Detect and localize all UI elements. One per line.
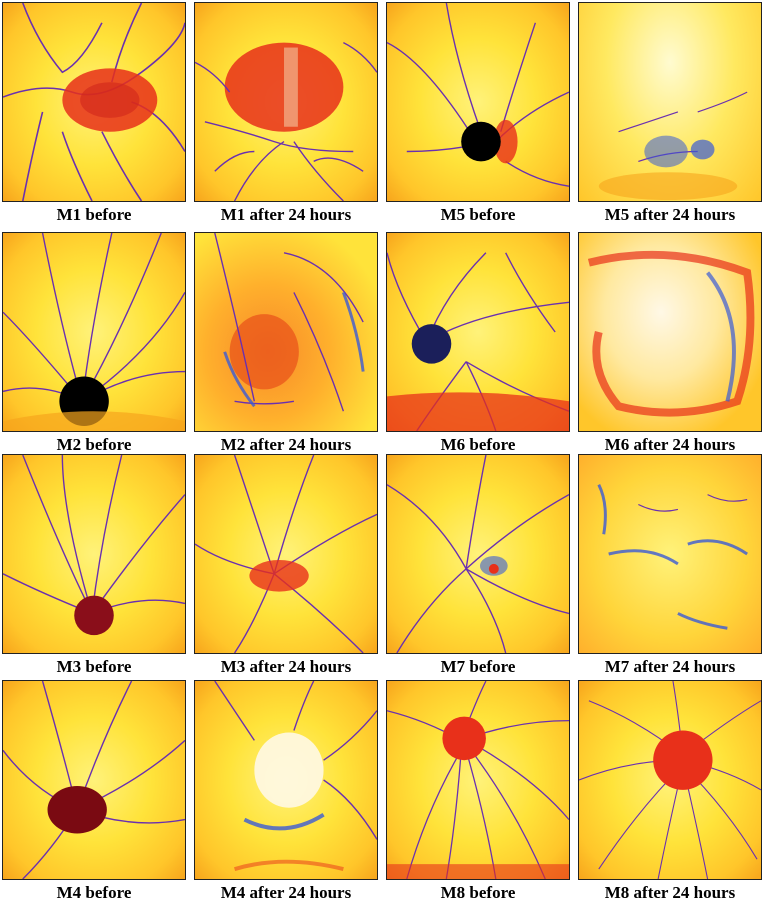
cam-image-m2-after bbox=[194, 232, 378, 432]
cam-image-m6-before bbox=[386, 232, 570, 432]
cam-image-m4-after bbox=[194, 680, 378, 880]
cam-image-m1-after bbox=[194, 2, 378, 202]
caption: M4 after 24 hours bbox=[220, 883, 352, 902]
cam-image-m7-after bbox=[578, 454, 762, 654]
cam-image-m5-before bbox=[386, 2, 570, 202]
cam-image-m6-after bbox=[578, 232, 762, 432]
cam-image-m4-before bbox=[2, 680, 186, 880]
caption: M3 after 24 hours bbox=[220, 657, 352, 676]
caption: M2 before bbox=[56, 435, 132, 454]
cam-image-m1-before bbox=[2, 2, 186, 202]
caption: M6 before bbox=[440, 435, 516, 454]
caption: M4 before bbox=[56, 883, 132, 902]
caption: M1 after 24 hours bbox=[220, 205, 352, 224]
caption: M7 before bbox=[440, 657, 516, 676]
cam-image-m3-after bbox=[194, 454, 378, 654]
caption: M5 after 24 hours bbox=[604, 205, 736, 224]
cam-image-m2-before bbox=[2, 232, 186, 432]
caption: M1 before bbox=[56, 205, 132, 224]
cam-image-m3-before bbox=[2, 454, 186, 654]
caption: M8 after 24 hours bbox=[604, 883, 736, 902]
caption: M8 before bbox=[440, 883, 516, 902]
cam-image-m7-before bbox=[386, 454, 570, 654]
caption: M6 after 24 hours bbox=[604, 435, 736, 454]
caption: M7 after 24 hours bbox=[604, 657, 736, 676]
cam-image-m8-after bbox=[578, 680, 762, 880]
caption: M2 after 24 hours bbox=[220, 435, 352, 454]
cam-image-m5-after bbox=[578, 2, 762, 202]
caption: M3 before bbox=[56, 657, 132, 676]
cam-image-m8-before bbox=[386, 680, 570, 880]
caption: M5 before bbox=[440, 205, 516, 224]
